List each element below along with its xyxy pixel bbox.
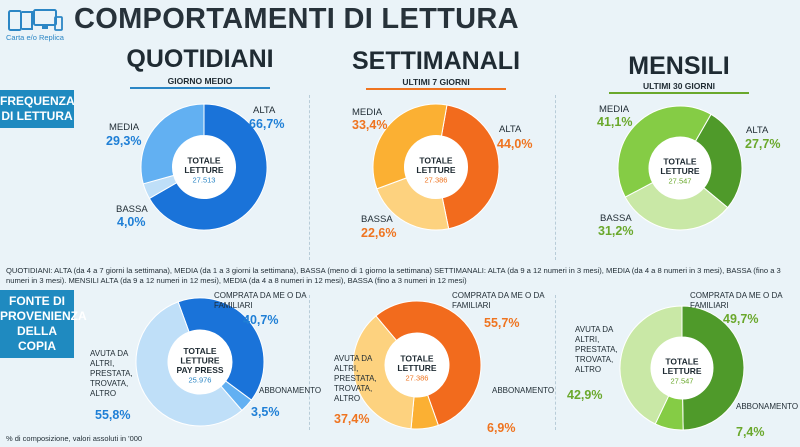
slice-value-abbonamento: 7,4%: [736, 425, 765, 439]
slice-label-avuta: AVUTA DA ALTRI, PRESTATA, TROVATA, ALTRO: [90, 349, 133, 398]
slice-value-avuta: 42,9%: [567, 388, 603, 402]
slice-value-media: 41,1%: [597, 115, 633, 129]
slice-label-avuta: AVUTA DA ALTRI, PRESTATA, TROVATA, ALTRO: [575, 325, 618, 374]
column-title-settimanali: SETTIMANALI: [351, 47, 521, 75]
slice-value-bassa: 4,0%: [117, 215, 146, 229]
slice-value-abbonamento: 6,9%: [487, 421, 516, 435]
slice-value-media: 29,3%: [106, 134, 142, 148]
center-total-value: 27.513: [193, 176, 216, 185]
center-label: PAY PRESS: [176, 365, 223, 375]
column-divider: [555, 95, 556, 260]
slice-value-alta: 66,7%: [249, 117, 285, 131]
devices-logo-icon: [8, 9, 63, 31]
slice-value-media: 33,4%: [352, 118, 388, 132]
column-subtitle-quotidiani: GIORNO MEDIO: [130, 76, 270, 89]
center-label: LETTURE: [180, 355, 220, 365]
column-title-quotidiani: QUOTIDIANI: [126, 45, 274, 73]
column-divider: [555, 295, 556, 430]
slice-label-comprata: COMPRATA DA ME O DA FAMILIARI: [452, 291, 545, 310]
center-label: LETTURE: [397, 363, 437, 373]
center-total-value: 27.386: [406, 374, 429, 383]
center-label: LETTURE: [662, 366, 702, 376]
center-total-value: 27.386: [425, 176, 448, 185]
row-label-fonte: FONTE DI PROVENIENZA DELLA COPIA: [0, 290, 87, 358]
slice-value-comprata: 55,7%: [484, 316, 520, 330]
column-subtitle-settimanali: ULTIMI 7 GIORNI: [366, 77, 506, 90]
donut-hole: [172, 135, 236, 199]
definitions-note: QUOTIDIANI: ALTA (da 4 a 7 giorni la set…: [6, 266, 781, 285]
donut-hole: [404, 135, 468, 199]
center-label: TOTALE: [663, 157, 697, 167]
column-divider: [309, 95, 310, 260]
slice-value-bassa: 31,2%: [598, 224, 634, 238]
slice-label-alta: ALTA: [499, 124, 522, 135]
center-label: LETTURE: [184, 165, 224, 175]
slice-label-bassa: BASSA: [361, 214, 393, 225]
column-title-mensili: MENSILI: [628, 52, 730, 80]
slice-value-comprata: 40,7%: [243, 313, 279, 327]
slice-label-media: MEDIA: [109, 122, 140, 133]
donut-hole: [168, 330, 232, 394]
slice-label-abbonamento: ABBONAMENTO: [259, 386, 322, 395]
center-total-value: 27.547: [669, 177, 692, 186]
center-label: LETTURE: [660, 166, 700, 176]
slice-value-alta: 27,7%: [745, 137, 781, 151]
page-title: COMPORTAMENTI DI LETTURA: [74, 3, 519, 35]
column-divider: [309, 295, 310, 430]
donut-hole: [649, 137, 711, 199]
slice-label-media: MEDIA: [352, 107, 383, 118]
center-total-value: 27.547: [671, 377, 694, 386]
slice-label-media: MEDIA: [599, 104, 630, 115]
center-total-value: 25.976: [189, 375, 212, 384]
slice-label-bassa: BASSA: [116, 204, 148, 215]
slice-value-bassa: 22,6%: [361, 226, 397, 240]
center-label: TOTALE: [400, 354, 434, 364]
slice-label-abbonamento: ABBONAMENTO: [492, 386, 555, 395]
slice-label-alta: ALTA: [746, 125, 769, 136]
slice-label-comprata: COMPRATA DA ME O DA FAMILIARI: [214, 291, 307, 310]
column-subtitle-mensili: ULTIMI 30 GIORNI: [609, 81, 749, 94]
logo-text: Carta e/o Replica: [6, 33, 64, 42]
donut-hole: [385, 333, 449, 397]
center-label: LETTURE: [416, 165, 456, 175]
center-label: TOTALE: [187, 156, 221, 166]
slice-value-avuta: 55,8%: [95, 408, 131, 422]
donut-hole: [651, 337, 713, 399]
center-label: TOTALE: [183, 346, 217, 356]
slice-label-avuta: AVUTA DA ALTRI, PRESTATA, TROVATA, ALTRO: [334, 354, 377, 403]
slice-label-bassa: BASSA: [600, 213, 632, 224]
center-label: TOTALE: [419, 156, 453, 166]
slice-value-avuta: 37,4%: [334, 412, 370, 426]
center-label: TOTALE: [665, 357, 699, 367]
slice-value-comprata: 49,7%: [723, 312, 759, 326]
slice-label-alta: ALTA: [253, 105, 276, 116]
slice-value-alta: 44,0%: [497, 137, 533, 151]
slice-label-abbonamento: ABBONAMENTO: [736, 402, 799, 411]
footnote: % di composizione, valori assoluti in '0…: [6, 434, 143, 443]
slice-label-comprata: COMPRATA DA ME O DA FAMILIARI: [690, 291, 783, 310]
slice-value-abbonamento: 3,5%: [251, 405, 280, 419]
row-label-frequenza: FREQUENZA DI LETTURA: [0, 90, 75, 128]
